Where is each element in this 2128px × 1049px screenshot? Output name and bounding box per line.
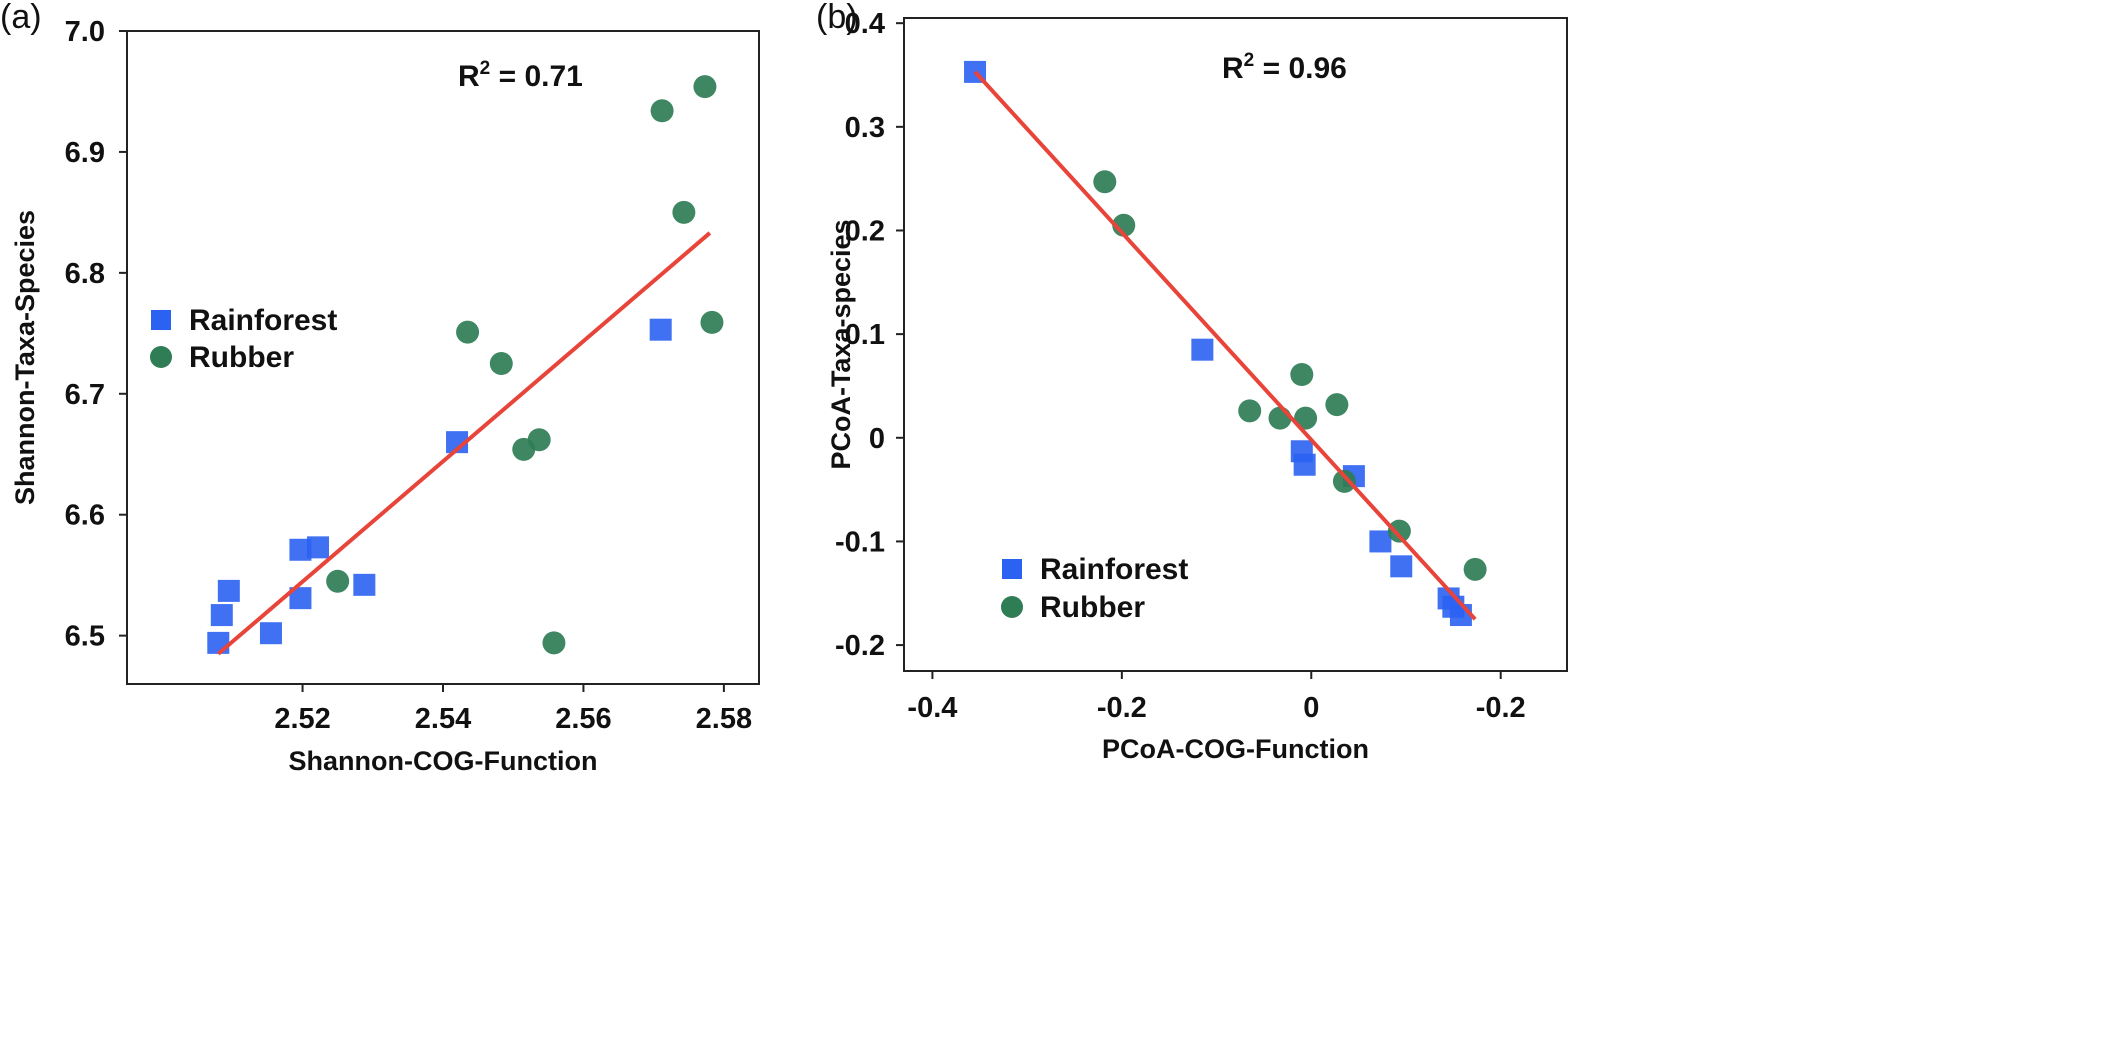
- data-point-circle: [489, 352, 513, 376]
- panel-label: (b): [816, 0, 858, 36]
- data-point-square: [353, 573, 376, 596]
- data-point-circle: [650, 99, 674, 123]
- legend-label: Rubber: [189, 341, 294, 374]
- legend-marker-square: [151, 310, 171, 330]
- x-tick-label: -0.2: [1476, 692, 1526, 724]
- y-tick-label: 6.6: [65, 500, 105, 532]
- data-point-circle: [1238, 399, 1262, 423]
- legend-label: Rubber: [1040, 591, 1145, 624]
- x-tick-label: -0.4: [907, 692, 957, 724]
- data-point-circle: [672, 200, 696, 224]
- data-point-square: [259, 622, 282, 645]
- series-rainforest: [964, 60, 1472, 627]
- data-point-circle: [456, 320, 480, 344]
- data-point-square: [289, 538, 312, 561]
- regression-line: [973, 70, 1477, 621]
- y-tick-label: 0.2: [845, 215, 885, 247]
- y-tick-label: 6.8: [65, 258, 105, 290]
- data-point-square: [446, 431, 469, 454]
- y-tick-label: 6.9: [65, 137, 105, 169]
- data-point-square: [1293, 453, 1316, 476]
- data-point-circle: [1325, 393, 1349, 417]
- series-rubber: [326, 75, 724, 655]
- data-point-circle: [1463, 557, 1487, 581]
- legend: Rainforest Rubber: [150, 304, 337, 374]
- r-squared-label: R2 = 0.96: [1222, 50, 1347, 85]
- x-tick-label: 2.54: [415, 703, 471, 735]
- data-point-circle: [1268, 406, 1292, 430]
- data-point-circle: [542, 631, 566, 655]
- data-point-circle: [527, 428, 551, 452]
- y-axis-title: Shannon-Taxa-Species: [10, 210, 40, 505]
- data-point-circle: [326, 569, 350, 593]
- data-point-square: [289, 587, 312, 610]
- data-point-circle: [1387, 519, 1411, 543]
- data-point-circle: [1290, 363, 1314, 387]
- regression-line: [216, 231, 712, 656]
- series-rubber: [1093, 170, 1487, 581]
- x-axis-title: Shannon-COG-Function: [289, 746, 598, 776]
- y-tick-label: 0: [869, 423, 885, 455]
- x-axis-title: PCoA-COG-Function: [1102, 734, 1369, 764]
- chart-panel-1: (a) 2.52 2.54 2.56 2.58 6.5 6.6 6.7 6.8 6.9 7.0 Sha…: [0, 0, 760, 776]
- data-point-circle: [693, 75, 717, 99]
- x-tick-label: 0: [1303, 692, 1319, 724]
- data-point-square: [1390, 555, 1413, 578]
- x-tick-label: 2.52: [274, 703, 330, 735]
- data-point-square: [1449, 604, 1472, 627]
- data-point-square: [210, 604, 233, 627]
- legend-marker-circle: [150, 346, 172, 368]
- y-tick-label: 0.4: [845, 8, 885, 40]
- chart-panel-2: (b) -0.4 -0.2 0 -0.2 -0.2 -0.1 0 0.1 0.2 0.3 0.4 PCo…: [816, 0, 1568, 764]
- plot-frame: [903, 17, 1568, 672]
- legend: Rainforest Rubber: [1001, 553, 1188, 624]
- legend-marker-circle: [1001, 596, 1023, 618]
- data-point-circle: [1332, 469, 1356, 493]
- data-point-square: [649, 318, 672, 341]
- data-point-square: [307, 536, 330, 559]
- r-squared-label: R2 = 0.71: [458, 58, 583, 93]
- data-point-circle: [1294, 406, 1318, 430]
- x-tick-label: 2.58: [696, 703, 752, 735]
- data-point-square: [217, 579, 240, 602]
- data-point-square: [207, 631, 230, 654]
- data-point-circle: [700, 310, 724, 334]
- legend-marker-square: [1002, 559, 1022, 579]
- x-tick-label: -0.2: [1097, 692, 1147, 724]
- y-tick-label: 0.3: [845, 112, 885, 144]
- data-point-square: [1191, 338, 1214, 361]
- y-tick-label: -0.2: [835, 630, 885, 662]
- x-tick-label: 2.56: [555, 703, 611, 735]
- y-tick-label: 0.1: [845, 319, 885, 351]
- legend-label: Rainforest: [1040, 553, 1188, 586]
- data-point-circle: [1093, 170, 1117, 194]
- y-tick-label: 6.7: [65, 379, 105, 411]
- data-point-square: [1369, 530, 1392, 553]
- y-tick-label: 7.0: [65, 16, 105, 48]
- y-axis-title: PCoA-Taxa-species: [826, 219, 856, 469]
- legend-label: Rainforest: [189, 304, 337, 337]
- y-tick-label: 6.5: [65, 621, 105, 653]
- panel-label: (a): [0, 0, 42, 36]
- y-tick-label: -0.1: [835, 526, 885, 558]
